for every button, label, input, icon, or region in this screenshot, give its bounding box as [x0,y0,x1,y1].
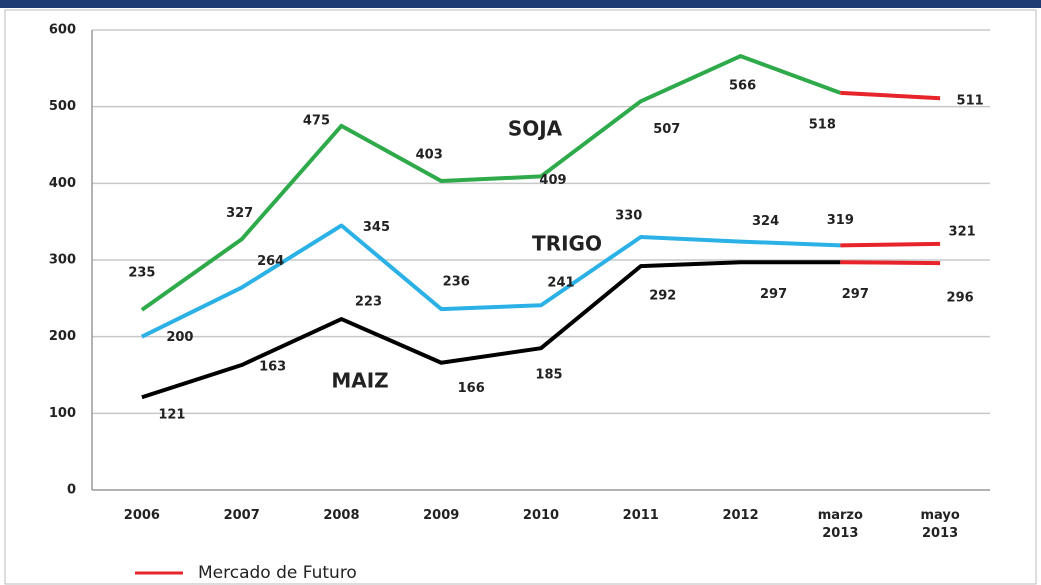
data-label: 330 [615,209,642,224]
x-tick-label: 2011 [622,508,659,523]
data-label: 292 [649,289,676,304]
x-tick-label: 2007 [223,508,260,523]
future-line [840,90,941,101]
data-label: 518 [809,117,836,132]
future-line [840,241,941,248]
y-tick-label: 500 [49,99,76,114]
data-label: 324 [752,214,779,229]
series-line [141,260,841,400]
x-tick-label: 2009 [423,508,460,523]
data-label: 236 [443,275,470,290]
data-label: 566 [729,79,756,94]
data-label: 200 [166,330,193,345]
legend-label: Mercado de Futuro [198,563,357,583]
y-tick-label: 100 [49,406,76,421]
data-label: 297 [760,287,787,302]
data-label: 235 [128,265,155,280]
series-name: TRIGO [532,232,602,256]
x-tick-label: 2006 [123,508,160,523]
series-name: MAIZ [331,369,388,393]
data-label: 511 [957,94,984,109]
data-label: 264 [257,254,284,269]
frame [4,9,1037,585]
data-label: 475 [303,113,330,128]
data-label: 241 [547,276,574,291]
data-label: 297 [842,287,869,302]
top-bar [0,0,1041,8]
data-label: 121 [158,408,185,423]
x-tick-label: marzo 2013 [817,508,863,541]
data-label: 296 [947,291,974,306]
data-label: 507 [653,122,680,137]
x-tick-label: 2008 [323,508,360,523]
y-tick-label: 0 [67,483,76,498]
data-label: 409 [539,173,566,188]
data-label: 319 [827,213,854,228]
data-label: 345 [363,220,390,235]
data-label: 185 [535,368,562,383]
future-line [840,260,941,266]
y-tick-label: 200 [49,329,76,344]
data-label: 163 [259,360,286,375]
series-name: SOJA [508,117,563,141]
series-line [141,223,841,339]
series-line [140,54,842,312]
data-label: 403 [416,148,443,163]
data-label: 166 [458,381,485,396]
y-tick-label: 600 [49,23,76,38]
x-tick-label: 2010 [522,508,560,523]
data-label: 327 [226,206,253,221]
data-label: 321 [949,224,976,239]
y-tick-label: 400 [49,176,76,191]
x-tick-label: mayo 2013 [920,508,960,541]
x-tick-label: 2012 [722,508,759,523]
y-tick-label: 300 [49,253,76,268]
data-label: 223 [355,295,382,310]
